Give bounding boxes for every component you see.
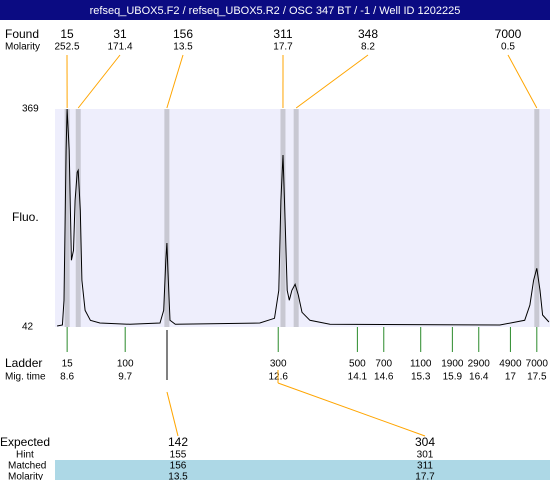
ladder-time: 8.6 <box>60 372 74 383</box>
ladder-time: 14.6 <box>374 372 394 383</box>
y-tick-label: 369 <box>22 104 39 115</box>
expected-matched: 311 <box>417 461 433 472</box>
ladder-size: 7000 <box>526 359 549 370</box>
matched-label: Matched <box>8 461 46 472</box>
found-molarity: 171.4 <box>107 42 132 53</box>
ladder-size: 4900 <box>499 359 522 370</box>
expected-molarity-label: Molarity <box>8 472 43 480</box>
expected-molarity: 13.5 <box>168 472 188 480</box>
found-size: 156 <box>173 27 193 41</box>
expected-link <box>166 391 179 437</box>
hint-label: Hint <box>16 450 34 461</box>
ladder-size: 15 <box>62 359 74 370</box>
found-leader <box>77 54 121 109</box>
expected-molarity: 17.7 <box>415 472 435 480</box>
peak-band <box>64 109 70 327</box>
y-label: Fluo. <box>12 210 39 224</box>
expected-size: 142 <box>168 435 188 449</box>
found-size: 31 <box>113 27 127 41</box>
plot-area <box>55 109 550 327</box>
found-leader <box>166 54 184 109</box>
expected-label: Expected <box>0 435 50 449</box>
found-leader <box>507 54 538 109</box>
ladder-size: 1100 <box>410 359 432 370</box>
found-size: 15 <box>60 27 74 41</box>
molarity-label: Molarity <box>5 42 40 53</box>
found-molarity: 13.5 <box>173 42 193 53</box>
expected-hint: 155 <box>170 450 187 461</box>
ladder-time: 16.4 <box>469 372 489 383</box>
ladder-size: 300 <box>270 359 287 370</box>
found-leader <box>295 54 369 109</box>
found-size: 311 <box>273 27 292 41</box>
mig-time-label: Mig. time <box>5 372 46 383</box>
found-molarity: 8.2 <box>361 42 375 53</box>
ladder-size: 2900 <box>468 359 491 370</box>
expected-matched: 156 <box>170 461 187 472</box>
ladder-time: 17.5 <box>527 372 547 383</box>
ladder-time: 15.3 <box>411 372 431 383</box>
peak-band <box>75 109 81 327</box>
matched-band <box>55 460 550 480</box>
found-molarity: 17.7 <box>273 42 293 53</box>
peak-band <box>293 109 299 327</box>
trace <box>57 108 550 327</box>
title-bar <box>0 0 550 20</box>
found-size: 7000 <box>495 27 522 41</box>
found-molarity: 252.5 <box>54 42 79 53</box>
ladder-size: 700 <box>375 359 392 370</box>
peak-band <box>280 109 286 327</box>
expected-hint: 301 <box>417 450 434 461</box>
expected-size: 304 <box>415 435 435 449</box>
ladder-time: 9.7 <box>118 372 132 383</box>
found-molarity: 0.5 <box>501 42 515 53</box>
title: refseq_UBOX5.F2 / refseq_UBOX5.R2 / OSC … <box>90 5 461 17</box>
found-size: 348 <box>358 27 378 41</box>
found-label: Found <box>5 27 39 41</box>
peak-band <box>534 109 540 327</box>
y-tick-label: 42 <box>22 322 34 333</box>
ladder-size: 500 <box>349 359 366 370</box>
ladder-size: 1900 <box>441 359 464 370</box>
ladder-time: 17 <box>505 372 517 383</box>
ladder-time: 14.1 <box>348 372 368 383</box>
ladder-label: Ladder <box>5 356 42 370</box>
ladder-size: 100 <box>117 359 134 370</box>
expected-link <box>277 382 426 437</box>
ladder-time: 15.9 <box>443 372 463 383</box>
peak-band <box>164 109 170 327</box>
